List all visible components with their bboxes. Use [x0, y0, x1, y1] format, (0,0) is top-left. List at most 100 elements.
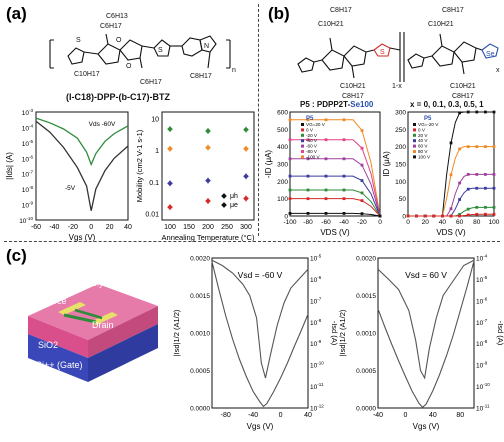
legend-entry: 20 V	[418, 133, 428, 138]
y-axis-label-right: -Isd (A)	[330, 321, 339, 346]
y-axis-label: Mobility (cm2 V-1 s-1)	[135, 129, 144, 202]
svg-text:O: O	[116, 37, 122, 44]
data-point-2	[205, 177, 211, 184]
x-tick-label: -60	[321, 219, 331, 226]
data-point-6	[378, 214, 382, 218]
series-line-log	[377, 259, 475, 380]
x-axis-label: Vgs (V)	[69, 233, 96, 242]
data-point-1	[484, 145, 487, 149]
data-point-1	[360, 146, 364, 150]
substituent-label: C10H17	[74, 71, 100, 78]
x-tick-label: 0	[406, 219, 410, 226]
x-tick-label: 20	[422, 219, 430, 226]
data-point-5	[324, 197, 328, 201]
y-tick-label-right: 10-5	[476, 275, 488, 284]
annotation-vds: Vds -60V	[89, 121, 116, 128]
y-tick-label: 300	[277, 162, 288, 169]
x-tick-label: 250	[221, 224, 233, 231]
substituent-label: C10H21	[428, 21, 454, 28]
legend-marker	[301, 150, 304, 153]
repeat-index: 1-x	[392, 83, 402, 90]
x-tick-label: 60	[456, 219, 464, 226]
substituent-label: C6H17	[140, 79, 162, 86]
data-point-3	[475, 186, 479, 190]
series-line-sqrt	[377, 260, 475, 409]
data-point-4	[466, 207, 470, 211]
y-tick-label: 100	[277, 196, 288, 203]
data-point-0	[475, 110, 479, 114]
data-point-5	[492, 212, 496, 216]
data-point-5	[415, 214, 418, 218]
y-tick-label-right: 10-8	[310, 318, 322, 327]
x-tick-label: -40	[339, 219, 349, 226]
molecule-b-name-prefix: P5 : PDPP2T-	[300, 100, 351, 109]
substituent-label: C8H17	[330, 7, 352, 14]
data-point-2	[288, 157, 292, 161]
data-point-2	[466, 173, 470, 176]
legend-entry: 60 V	[418, 144, 428, 149]
data-point-1	[306, 138, 310, 142]
legend-marker	[301, 139, 304, 143]
data-point-2	[492, 173, 496, 176]
data-point-3	[484, 186, 487, 190]
y-tick-label-right: 10-11	[476, 404, 490, 413]
y-tick-label: 0.1	[149, 180, 159, 187]
data-point-5	[423, 214, 427, 218]
data-point-2	[475, 173, 479, 176]
x-axis-label: Annealing Temperature (°C)	[162, 233, 255, 242]
legend-entry: μe	[230, 202, 238, 209]
substituent-label: C8H17	[452, 93, 474, 100]
svg-text:S: S	[380, 49, 385, 56]
data-point-5	[360, 199, 364, 202]
y-tick-label-right: 10-10	[476, 382, 490, 391]
data-point-2	[167, 180, 173, 187]
data-point-5	[342, 197, 346, 201]
x-tick-label: 40	[124, 224, 132, 231]
x-tick-label: 100	[489, 219, 500, 226]
legend-marker	[413, 139, 416, 143]
x-tick-label: 0	[403, 412, 407, 419]
y-tick-label: 10-5	[22, 139, 34, 148]
data-point-2	[342, 157, 346, 161]
y-tick-label-left: 0.0005	[356, 368, 376, 375]
data-point-3	[205, 198, 211, 204]
substituent-label: C10H21	[450, 83, 476, 90]
y-tick-label-left: 0.0010	[190, 331, 210, 338]
series-line-2	[290, 158, 381, 217]
x-tick-label: 0	[279, 412, 283, 419]
y-tick-label-right: 10-9	[310, 339, 322, 348]
data-point-3	[324, 174, 328, 178]
y-tick-label-left: 0.0020	[190, 256, 210, 263]
y-tick-label: 10-6	[22, 154, 34, 163]
data-point-3	[360, 179, 364, 182]
data-point-1	[324, 138, 328, 142]
x-tick-label: 40	[304, 412, 312, 419]
data-point-3	[466, 187, 470, 191]
data-point-6	[288, 212, 292, 215]
legend-marker	[413, 133, 416, 137]
x-tick-label: -40	[373, 412, 383, 419]
y-tick-label: 400	[277, 144, 288, 151]
data-point-3	[167, 204, 173, 210]
plot-frame	[289, 111, 381, 217]
x-tick-label: 20	[106, 224, 114, 231]
y-tick-label-left: 0.0015	[356, 293, 376, 300]
y-tick-label-left: 0.0000	[190, 406, 210, 413]
data-point-1	[466, 145, 470, 149]
legend-entry: -40 V	[306, 138, 318, 143]
series-line-0	[290, 119, 381, 217]
legend-marker	[221, 193, 227, 199]
molecule-b-name-suffix: Se100	[350, 100, 374, 109]
chart-a-mobility: 100 150 200 250 300 10 1 0.1 0.01 μh μe Annealing T…	[135, 111, 255, 242]
data-point-6	[324, 212, 328, 215]
data-point-3	[458, 198, 461, 201]
plot-frame	[377, 257, 475, 409]
legend-entry: -100 V	[306, 154, 320, 159]
plot-frame	[211, 257, 309, 409]
data-point-1	[475, 145, 479, 149]
x-tick-label: -80	[221, 412, 231, 419]
data-point-0	[492, 110, 496, 114]
data-point-0	[449, 141, 453, 145]
data-point-2	[243, 173, 249, 180]
data-point-2	[324, 157, 328, 161]
